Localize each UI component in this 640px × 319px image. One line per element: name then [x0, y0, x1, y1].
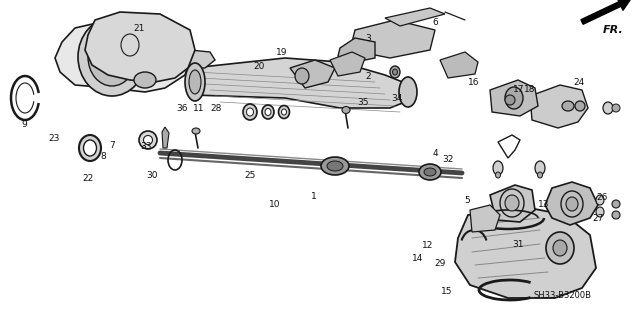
Text: 7: 7: [109, 141, 115, 150]
Text: 22: 22: [83, 174, 94, 183]
Ellipse shape: [399, 77, 417, 107]
Ellipse shape: [505, 195, 519, 211]
Polygon shape: [162, 127, 169, 148]
Polygon shape: [385, 8, 445, 26]
Ellipse shape: [327, 161, 343, 171]
Text: 6: 6: [433, 18, 438, 27]
Text: 34: 34: [391, 94, 403, 103]
Ellipse shape: [78, 18, 146, 96]
Text: 16: 16: [468, 78, 479, 87]
Ellipse shape: [612, 211, 620, 219]
Text: 10: 10: [269, 200, 281, 209]
Ellipse shape: [342, 107, 350, 114]
Ellipse shape: [282, 109, 287, 115]
Text: 18: 18: [524, 85, 536, 94]
Ellipse shape: [392, 69, 397, 75]
Ellipse shape: [566, 197, 578, 211]
Ellipse shape: [134, 72, 156, 88]
Ellipse shape: [562, 101, 574, 111]
Ellipse shape: [88, 28, 136, 86]
Text: 31: 31: [513, 240, 524, 249]
Polygon shape: [440, 52, 478, 78]
Ellipse shape: [419, 164, 441, 180]
Polygon shape: [490, 80, 538, 116]
Ellipse shape: [596, 195, 604, 205]
Ellipse shape: [424, 168, 436, 176]
Polygon shape: [290, 60, 335, 88]
Ellipse shape: [553, 240, 567, 256]
Polygon shape: [55, 20, 192, 92]
Ellipse shape: [139, 131, 157, 149]
Text: 24: 24: [573, 78, 585, 87]
Ellipse shape: [493, 161, 503, 175]
Text: 19: 19: [276, 48, 287, 57]
Ellipse shape: [612, 104, 620, 112]
Text: 9: 9: [22, 120, 27, 129]
Text: SH33-B3200B: SH33-B3200B: [533, 291, 591, 300]
Ellipse shape: [192, 128, 200, 134]
Ellipse shape: [262, 105, 274, 119]
Ellipse shape: [189, 70, 201, 94]
Text: 5: 5: [465, 197, 470, 205]
Text: 1: 1: [311, 192, 316, 201]
Text: 28: 28: [211, 104, 222, 113]
Polygon shape: [490, 185, 535, 222]
Text: 36: 36: [177, 104, 188, 113]
Text: 21: 21: [134, 24, 145, 33]
Ellipse shape: [83, 140, 97, 156]
Ellipse shape: [495, 172, 500, 178]
Polygon shape: [192, 58, 410, 108]
Polygon shape: [338, 38, 375, 62]
Ellipse shape: [575, 101, 585, 111]
FancyArrow shape: [581, 0, 631, 24]
Ellipse shape: [295, 68, 309, 84]
Ellipse shape: [612, 200, 620, 208]
Ellipse shape: [596, 207, 604, 217]
Text: 26: 26: [596, 193, 607, 202]
Polygon shape: [175, 50, 215, 68]
Ellipse shape: [505, 95, 515, 105]
Polygon shape: [330, 52, 365, 76]
Ellipse shape: [535, 161, 545, 175]
Ellipse shape: [79, 135, 101, 161]
Ellipse shape: [538, 172, 543, 178]
Ellipse shape: [185, 63, 205, 101]
Text: 8: 8: [101, 152, 106, 161]
Text: 32: 32: [442, 155, 454, 164]
Text: 12: 12: [422, 241, 433, 250]
Text: FR.: FR.: [603, 25, 623, 35]
Text: 29: 29: [435, 259, 446, 268]
Text: 15: 15: [441, 287, 452, 296]
Ellipse shape: [321, 157, 349, 175]
Text: 17: 17: [513, 85, 524, 94]
Ellipse shape: [603, 102, 613, 114]
Polygon shape: [530, 85, 588, 128]
Text: 25: 25: [244, 171, 255, 180]
Text: 14: 14: [412, 254, 424, 263]
Polygon shape: [455, 208, 596, 298]
Polygon shape: [85, 12, 195, 82]
Text: 13: 13: [538, 200, 550, 209]
Text: 11: 11: [193, 104, 204, 113]
Ellipse shape: [390, 66, 400, 78]
Text: 4: 4: [433, 149, 438, 158]
Ellipse shape: [505, 87, 523, 109]
Ellipse shape: [246, 108, 253, 116]
Text: 33: 33: [140, 142, 152, 151]
Text: 3: 3: [365, 34, 371, 43]
Ellipse shape: [265, 108, 271, 115]
Polygon shape: [470, 205, 500, 232]
Text: 30: 30: [147, 171, 158, 180]
Ellipse shape: [546, 232, 574, 264]
Text: 35: 35: [358, 98, 369, 107]
Text: 23: 23: [49, 134, 60, 143]
Polygon shape: [350, 20, 435, 58]
Text: 2: 2: [365, 72, 371, 81]
Text: 20: 20: [253, 63, 265, 71]
Text: 27: 27: [593, 214, 604, 223]
Ellipse shape: [243, 104, 257, 120]
Polygon shape: [545, 182, 598, 225]
Ellipse shape: [143, 136, 152, 145]
Ellipse shape: [278, 106, 289, 118]
